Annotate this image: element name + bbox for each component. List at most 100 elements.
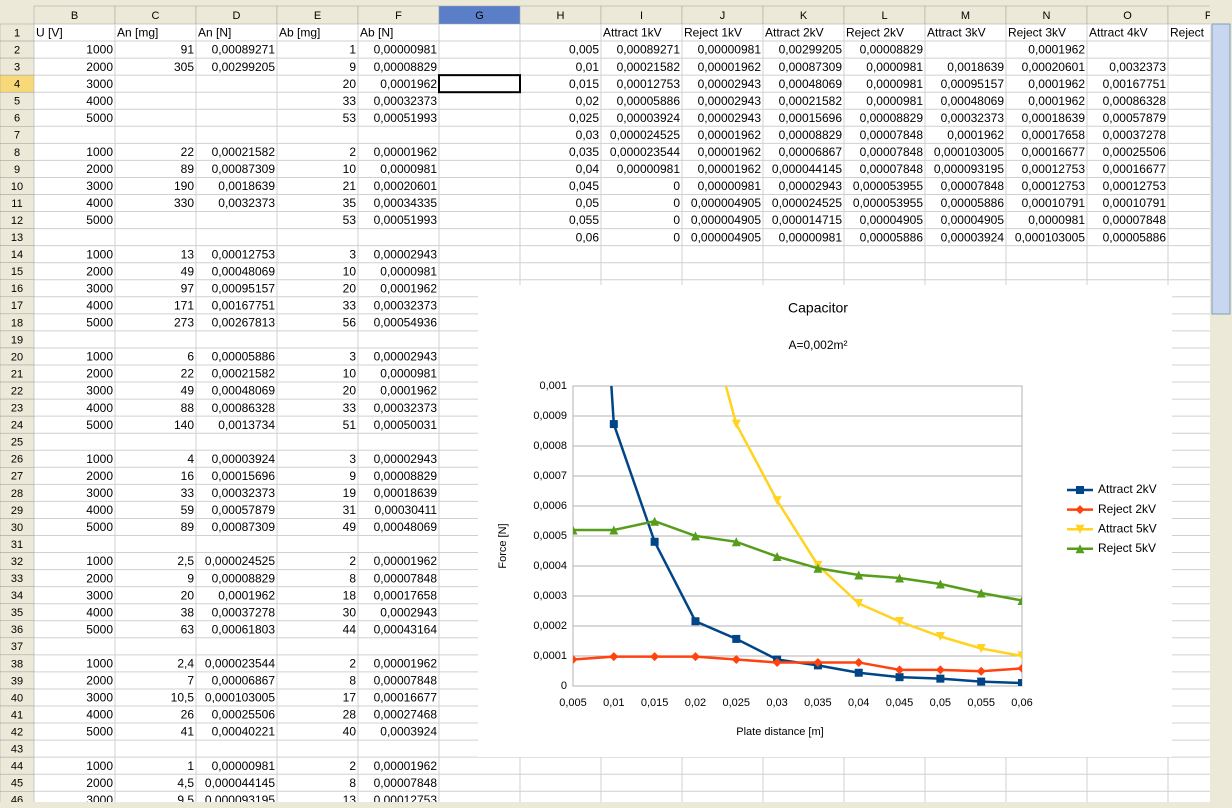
- cell: 0,035: [569, 145, 599, 159]
- cell: 0,00057879: [212, 503, 276, 517]
- cell: 41: [181, 725, 195, 739]
- cell: 2,5: [177, 554, 194, 568]
- cell: 0,000023544: [610, 145, 680, 159]
- data-point: [854, 570, 864, 580]
- row-number: 29: [11, 505, 23, 517]
- x-tick-label: 0,015: [641, 697, 669, 709]
- data-point: [731, 419, 741, 429]
- row-number: 30: [11, 522, 23, 534]
- cell: U [V]: [36, 26, 63, 40]
- column-letter: M: [961, 10, 970, 22]
- cell: 0,000103005: [934, 145, 1004, 159]
- cell: 3000: [86, 281, 113, 295]
- cell: 0,00001962: [374, 759, 438, 773]
- cell: 53: [343, 111, 357, 125]
- cell: 0,00000981: [779, 230, 843, 244]
- cell: 0,00032373: [374, 298, 438, 312]
- cell: 0,00002943: [698, 111, 762, 125]
- cell: 0,00086328: [1103, 94, 1167, 108]
- cell: 0,0000981: [380, 264, 437, 278]
- cell: 2000: [86, 776, 113, 790]
- cell: 0,000024525: [772, 196, 842, 210]
- x-tick-label: 0,03: [766, 697, 787, 709]
- column-letter: E: [314, 10, 321, 22]
- cell: 0,00048069: [941, 94, 1005, 108]
- cell: 330: [174, 196, 194, 210]
- row-number: 7: [14, 130, 20, 142]
- column-letter: B: [71, 10, 78, 22]
- cell: 7: [187, 674, 194, 688]
- cell: 0,00089271: [212, 43, 276, 57]
- data-point: [691, 617, 700, 626]
- cell: 0,00001962: [698, 145, 762, 159]
- data-point: [854, 668, 863, 677]
- cell: 53: [343, 213, 357, 227]
- row-number: 34: [11, 590, 23, 602]
- cell: 0,00002943: [374, 350, 438, 364]
- series-line: [573, 655, 1022, 673]
- cell: 89: [181, 162, 195, 176]
- cell: 4000: [86, 605, 113, 619]
- cell: 3: [349, 350, 356, 364]
- cell: 0,00040221: [212, 725, 276, 739]
- cell: 0,00000981: [374, 43, 438, 57]
- row-number: 42: [11, 726, 23, 738]
- cell: 0,00007848: [374, 776, 438, 790]
- cell: 3: [349, 452, 356, 466]
- cell: 5000: [86, 316, 113, 330]
- row-number: 36: [11, 624, 23, 636]
- cell: 10: [343, 162, 357, 176]
- cell: 0,0002943: [380, 605, 437, 619]
- cell: 33: [181, 486, 195, 500]
- column-letter: O: [1123, 10, 1132, 22]
- cell: 5000: [86, 725, 113, 739]
- cell: 22: [181, 145, 195, 159]
- top-strip: [0, 0, 1210, 6]
- cell: 3000: [86, 384, 113, 398]
- row-number: 22: [11, 385, 23, 397]
- cell: 0,00008829: [860, 43, 924, 57]
- row-number: 8: [14, 147, 20, 159]
- cell: 20: [343, 77, 357, 91]
- cell: 0,00008829: [374, 60, 438, 74]
- cell: 56: [343, 316, 357, 330]
- chart-title: Capacitor: [788, 300, 848, 316]
- cell: 0,03: [576, 128, 600, 142]
- cell: 0,0001962: [380, 77, 437, 91]
- row-number: 25: [11, 437, 23, 449]
- row-number: 24: [11, 420, 23, 432]
- cell: 2: [349, 554, 356, 568]
- row-number: 11: [11, 198, 22, 210]
- cell: 0,000053955: [853, 196, 923, 210]
- cell: 0,00007848: [374, 571, 438, 585]
- cell: 8: [349, 674, 356, 688]
- cell: 0,00267813: [212, 316, 276, 330]
- cell: 5000: [86, 213, 113, 227]
- cell: 0,00007848: [860, 162, 924, 176]
- cell: 0,0000981: [866, 60, 923, 74]
- y-tick-label: 0,0002: [533, 620, 567, 632]
- row-number: 35: [11, 607, 23, 619]
- cell: 0,00005886: [860, 230, 924, 244]
- data-point: [1017, 651, 1022, 661]
- cell: 0,00020601: [1022, 60, 1086, 74]
- row-number: 4: [14, 79, 20, 91]
- cell: 305: [174, 60, 194, 74]
- cell: Attract 4kV: [1089, 26, 1148, 40]
- data-point: [1018, 679, 1022, 686]
- data-point: [895, 665, 905, 675]
- cell: 44: [343, 622, 357, 636]
- cell: 2000: [86, 469, 113, 483]
- sheet-tabs-bar[interactable]: [0, 802, 1210, 808]
- cell: 0,00025506: [212, 708, 276, 722]
- cell: 3000: [86, 486, 113, 500]
- scroll-thumb[interactable]: [1211, 23, 1231, 315]
- cell: 0,000023544: [205, 657, 275, 671]
- cell: 0,0001962: [1028, 94, 1085, 108]
- x-tick-label: 0,025: [723, 697, 751, 709]
- cell: 91: [181, 43, 195, 57]
- cell: 0,00021582: [212, 145, 276, 159]
- cell: 0,00048069: [779, 77, 843, 91]
- cell: 21: [343, 179, 357, 193]
- data-point: [731, 655, 741, 665]
